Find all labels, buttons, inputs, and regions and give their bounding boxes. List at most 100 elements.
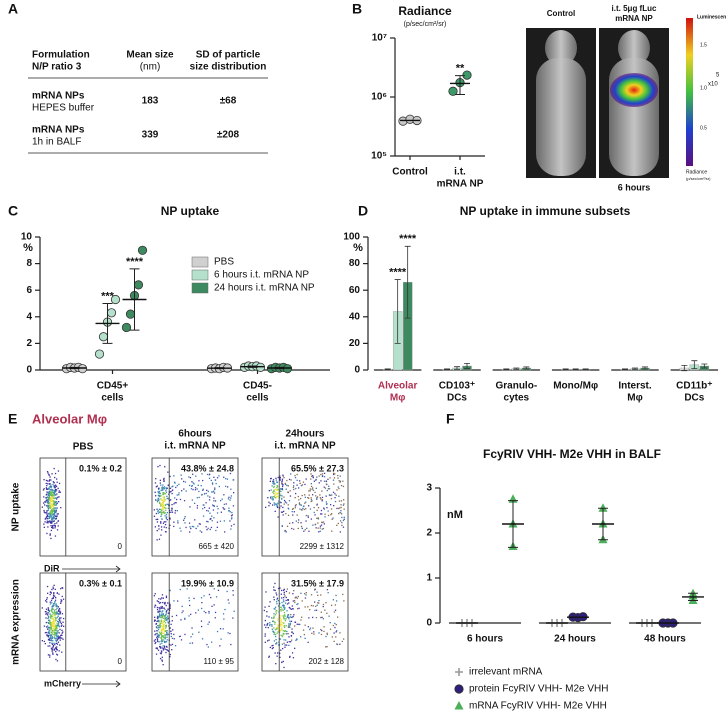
event-dot [165, 617, 167, 620]
event-dot [229, 520, 231, 522]
y-tick-label: 3 [426, 483, 432, 494]
event-dot [285, 618, 287, 620]
event-dot [281, 604, 284, 607]
event-dot [283, 496, 285, 498]
event-dot [156, 635, 158, 637]
event-dot [44, 611, 47, 613]
event-dot [300, 522, 302, 524]
y-tick-label: 8 [26, 258, 32, 269]
event-dot [267, 497, 269, 499]
event-dot [52, 497, 54, 499]
event-dot [55, 497, 57, 499]
event-dot [290, 620, 293, 622]
event-dot [230, 528, 232, 530]
event-dot [202, 504, 204, 506]
event-dot [276, 594, 278, 596]
event-dot [56, 654, 59, 656]
event-dot [43, 640, 45, 643]
event-dot [264, 619, 266, 622]
event-dot [48, 483, 51, 485]
event-dot [49, 512, 51, 514]
y-tick-label: 0 [426, 618, 432, 629]
event-dot [164, 641, 166, 643]
event-dot [47, 635, 49, 637]
event-dot [189, 506, 191, 508]
event-dot [268, 505, 270, 507]
event-dot [322, 605, 324, 608]
event-dot [206, 520, 208, 523]
event-dot [279, 496, 281, 498]
event-dot [169, 607, 171, 609]
event-dot [315, 605, 317, 607]
event-dot [51, 625, 54, 627]
event-dot [282, 604, 285, 606]
event-dot [202, 488, 204, 490]
event-dot [51, 632, 54, 634]
event-dot [284, 501, 287, 503]
event-dot [200, 597, 203, 599]
event-dot [49, 642, 51, 644]
event-dot [270, 497, 272, 499]
event-dot [56, 607, 58, 609]
event-dot [45, 611, 47, 613]
event-dot [47, 592, 49, 594]
event-dot [166, 503, 168, 505]
event-dot [58, 482, 61, 485]
event-dot [287, 626, 290, 628]
event-dot [207, 527, 209, 529]
event-dot [288, 623, 290, 625]
event-dot [60, 637, 62, 639]
event-dot [277, 486, 279, 488]
event-dot [285, 590, 288, 593]
event-dot [339, 520, 342, 522]
event-dot [290, 635, 292, 637]
event-dot [57, 623, 59, 625]
event-dot [291, 616, 293, 619]
event-dot [283, 642, 285, 644]
event-dot [154, 604, 156, 606]
event-dot [211, 605, 213, 607]
event-dot [228, 510, 230, 512]
event-dot [295, 596, 297, 598]
event-dot [317, 507, 320, 509]
event-dot [283, 616, 285, 618]
event-dot [195, 475, 197, 477]
event-dot [326, 483, 328, 486]
event-dot [287, 599, 289, 601]
event-dot [162, 500, 164, 502]
event-dot [53, 628, 55, 630]
event-dot [304, 483, 306, 486]
event-dot [52, 605, 54, 608]
event-dot [160, 650, 163, 652]
event-dot [156, 630, 158, 632]
event-dot [214, 487, 216, 489]
event-dot [56, 660, 59, 662]
event-dot [332, 599, 334, 601]
event-dot [171, 504, 173, 506]
event-dot [154, 642, 156, 645]
event-dot [161, 594, 164, 596]
event-dot [175, 486, 177, 489]
event-dot [230, 518, 233, 520]
event-dot [46, 532, 48, 535]
event-dot [161, 487, 163, 489]
event-dot [288, 606, 290, 609]
y-axis-label: % [353, 242, 363, 254]
event-dot [49, 515, 51, 518]
event-dot [218, 485, 220, 488]
event-dot [215, 529, 217, 532]
image-label: 6 hours [618, 182, 651, 192]
event-dot [166, 636, 168, 638]
event-dot [161, 489, 163, 491]
event-dot [54, 527, 56, 529]
event-dot [197, 609, 199, 611]
event-dot [169, 589, 171, 592]
error-bar [691, 360, 698, 370]
table-header: N/P ratio 3 [32, 62, 82, 73]
event-dot [336, 507, 338, 510]
event-dot [279, 478, 281, 480]
event-dot [48, 473, 50, 476]
event-dot [164, 615, 166, 617]
event-dot [56, 478, 58, 480]
event-dot [60, 602, 62, 604]
